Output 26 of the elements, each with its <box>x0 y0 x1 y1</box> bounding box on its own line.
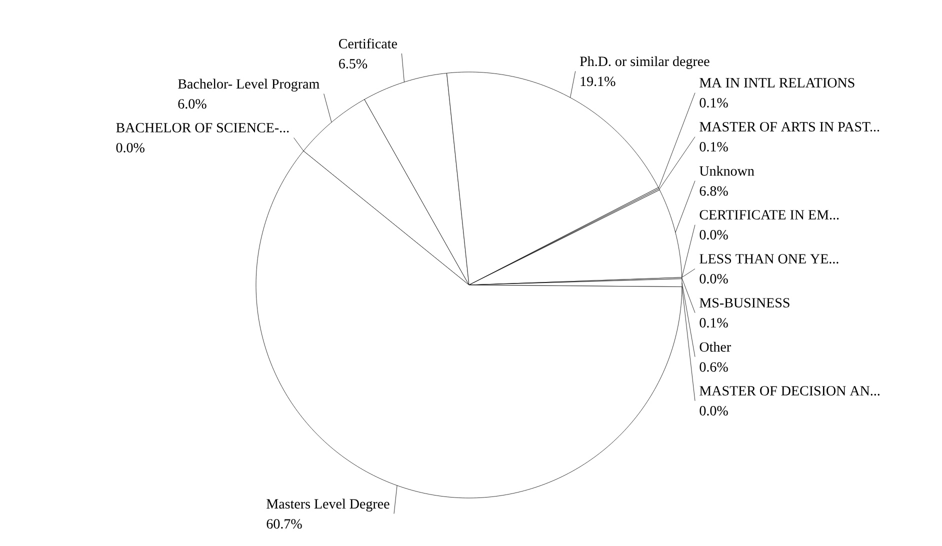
data-label: 6.0% <box>178 99 206 109</box>
category-label: LESS THAN ONE YE... <box>700 254 838 264</box>
category-label: MASTER OF DECISION AN... <box>700 386 880 396</box>
slice-label: Masters Level Degree <box>266 498 390 512</box>
text: 0.0% <box>116 142 144 152</box>
slice-label: MS-BUSINESS <box>700 298 790 308</box>
slice-label: Ph.D. or similar degree <box>580 56 710 69</box>
data-label: 60.7% <box>266 519 302 529</box>
slice-label: Bachelor- Level Program <box>178 78 320 92</box>
slice-label: MASTER OF ARTS IN PAST... <box>700 122 880 132</box>
slice-label: Unknown <box>700 166 754 176</box>
text: 0.0% <box>700 406 728 416</box>
data-label: 6.8% <box>700 186 728 196</box>
data-label: 0.6% <box>700 362 728 372</box>
data-label: 0.1% <box>700 142 728 152</box>
data-label: 0.1% <box>700 318 728 328</box>
category-label: BACHELOR OF SCIENCE-... <box>116 123 289 132</box>
text: 0.0% <box>700 230 728 240</box>
data-label: 19.1% <box>580 76 616 86</box>
slice-label: MA IN INTL RELATIONS <box>700 78 854 88</box>
data-label: 6.5% <box>339 59 368 69</box>
data-label: 0.1% <box>700 98 728 108</box>
text: 0.0% <box>700 274 728 284</box>
category-label: CERTIFICATE IN EM... <box>700 210 839 220</box>
slice-label: Other <box>700 342 731 352</box>
slice-label: Certificate <box>338 38 398 48</box>
